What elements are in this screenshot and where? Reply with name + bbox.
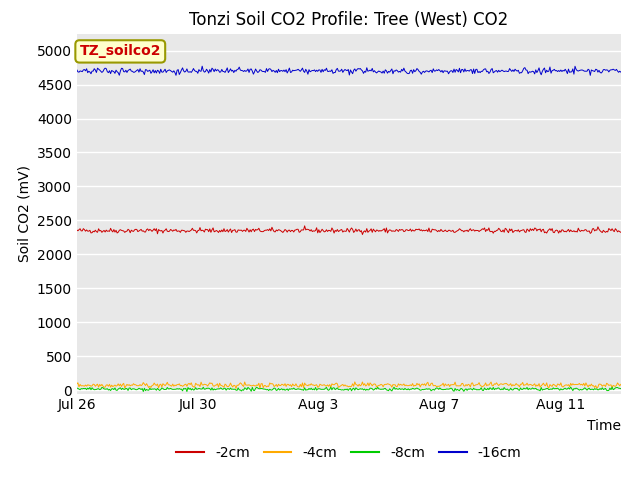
-4cm bbox=[399, 382, 406, 388]
-2cm bbox=[73, 227, 81, 233]
-4cm bbox=[332, 380, 340, 386]
-16cm bbox=[398, 66, 406, 72]
-8cm bbox=[73, 385, 81, 391]
-2cm bbox=[358, 232, 366, 238]
-8cm bbox=[520, 385, 527, 391]
-8cm bbox=[398, 386, 406, 392]
-8cm bbox=[336, 386, 344, 392]
-16cm bbox=[73, 67, 81, 72]
Line: -4cm: -4cm bbox=[77, 382, 621, 388]
-2cm bbox=[301, 223, 308, 229]
-8cm bbox=[369, 386, 376, 392]
-16cm bbox=[369, 66, 376, 72]
-4cm bbox=[351, 379, 358, 385]
Title: Tonzi Soil CO2 Profile: Tree (West) CO2: Tonzi Soil CO2 Profile: Tree (West) CO2 bbox=[189, 11, 508, 29]
Line: -16cm: -16cm bbox=[77, 66, 621, 75]
-4cm bbox=[73, 381, 81, 387]
-8cm bbox=[606, 385, 614, 391]
-4cm bbox=[369, 382, 377, 387]
-2cm bbox=[617, 229, 625, 235]
-8cm bbox=[617, 386, 625, 392]
-16cm bbox=[198, 63, 206, 69]
-8cm bbox=[567, 384, 575, 390]
-8cm bbox=[183, 389, 191, 395]
-16cm bbox=[332, 67, 340, 72]
-2cm bbox=[606, 227, 614, 232]
-16cm bbox=[586, 72, 594, 78]
-4cm bbox=[521, 382, 529, 388]
Text: TZ_soilco2: TZ_soilco2 bbox=[79, 44, 161, 59]
-4cm bbox=[232, 385, 240, 391]
-2cm bbox=[521, 229, 529, 235]
Line: -2cm: -2cm bbox=[77, 226, 621, 235]
-4cm bbox=[606, 382, 614, 388]
-8cm bbox=[332, 386, 340, 392]
Y-axis label: Soil CO2 (mV): Soil CO2 (mV) bbox=[17, 165, 31, 262]
Text: Time: Time bbox=[587, 419, 621, 433]
-4cm bbox=[617, 382, 625, 387]
-2cm bbox=[332, 228, 340, 234]
-16cm bbox=[336, 68, 344, 74]
-4cm bbox=[336, 384, 344, 390]
Line: -8cm: -8cm bbox=[77, 387, 621, 392]
-16cm bbox=[606, 67, 614, 73]
-16cm bbox=[520, 65, 527, 71]
-2cm bbox=[336, 228, 344, 234]
-2cm bbox=[399, 227, 406, 233]
-2cm bbox=[369, 226, 377, 232]
Legend: -2cm, -4cm, -8cm, -16cm: -2cm, -4cm, -8cm, -16cm bbox=[171, 441, 527, 466]
-16cm bbox=[617, 69, 625, 75]
